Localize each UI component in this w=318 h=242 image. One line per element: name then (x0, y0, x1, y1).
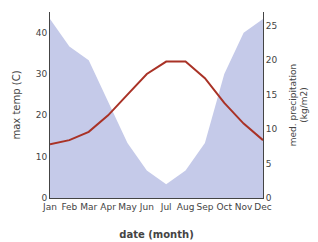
svg-text:date (month): date (month) (119, 229, 193, 240)
svg-text:Jul: Jul (160, 202, 172, 212)
svg-text:Nov: Nov (235, 202, 253, 212)
svg-text:0: 0 (41, 193, 47, 203)
svg-text:Dec: Dec (254, 202, 271, 212)
svg-text:40: 40 (36, 28, 48, 38)
svg-text:10: 10 (36, 152, 48, 162)
svg-text:med. precipitation(kg/m2): med. precipitation(kg/m2) (288, 64, 310, 146)
svg-text:May: May (118, 202, 137, 212)
svg-text:0: 0 (266, 193, 272, 203)
svg-text:Mar: Mar (80, 202, 97, 212)
svg-text:10: 10 (266, 124, 278, 134)
svg-text:Feb: Feb (61, 202, 77, 212)
svg-text:5: 5 (266, 159, 272, 169)
svg-text:max temp (C): max temp (C) (11, 70, 22, 139)
svg-text:Aug: Aug (177, 202, 195, 212)
svg-text:30: 30 (36, 69, 48, 79)
svg-text:20: 20 (266, 55, 278, 65)
svg-text:15: 15 (266, 90, 277, 100)
svg-text:Jan: Jan (42, 202, 57, 212)
svg-text:Jun: Jun (139, 202, 154, 212)
svg-text:Apr: Apr (100, 202, 116, 212)
svg-text:20: 20 (36, 110, 48, 120)
svg-text:Oct: Oct (216, 202, 232, 212)
svg-text:Sep: Sep (196, 202, 213, 212)
svg-text:25: 25 (266, 21, 277, 31)
